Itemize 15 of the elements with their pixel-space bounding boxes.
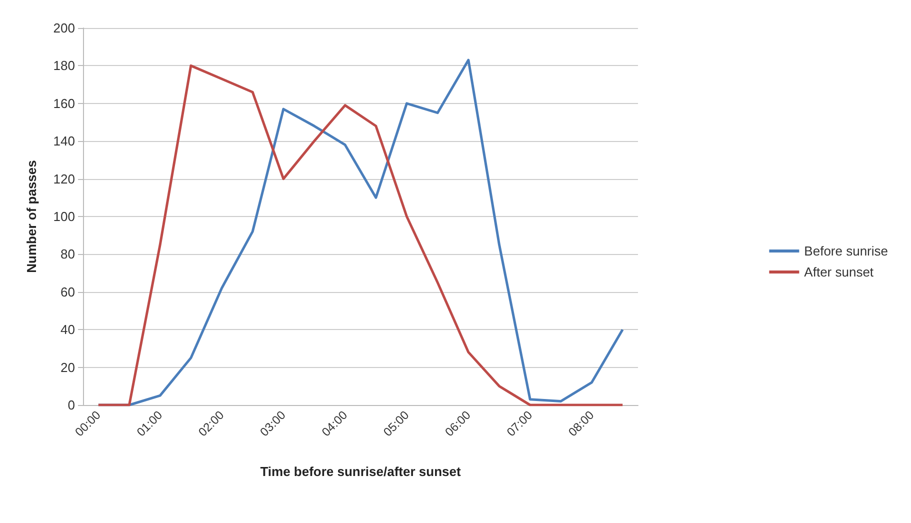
y-tick-label: 60 — [60, 284, 75, 300]
y-tick-label: 20 — [60, 360, 75, 375]
y-tick-label: 100 — [53, 209, 75, 224]
legend-label: Before sunrise — [804, 244, 888, 258]
legend-label: After sunset — [804, 264, 874, 280]
y-tick-label: 140 — [53, 134, 75, 149]
y-tick-label: 0 — [68, 398, 75, 412]
y-tick-label: 200 — [53, 20, 75, 36]
y-tick-label: 180 — [53, 58, 75, 74]
y-tick-label: 160 — [53, 96, 75, 111]
x-axis-title: Time before sunrise/after sunset — [260, 464, 462, 479]
y-tick-label: 80 — [60, 246, 75, 262]
y-tick-label: 120 — [53, 171, 75, 186]
y-axis-title: Number of passes — [24, 160, 39, 273]
y-tick-label: 40 — [60, 322, 75, 338]
